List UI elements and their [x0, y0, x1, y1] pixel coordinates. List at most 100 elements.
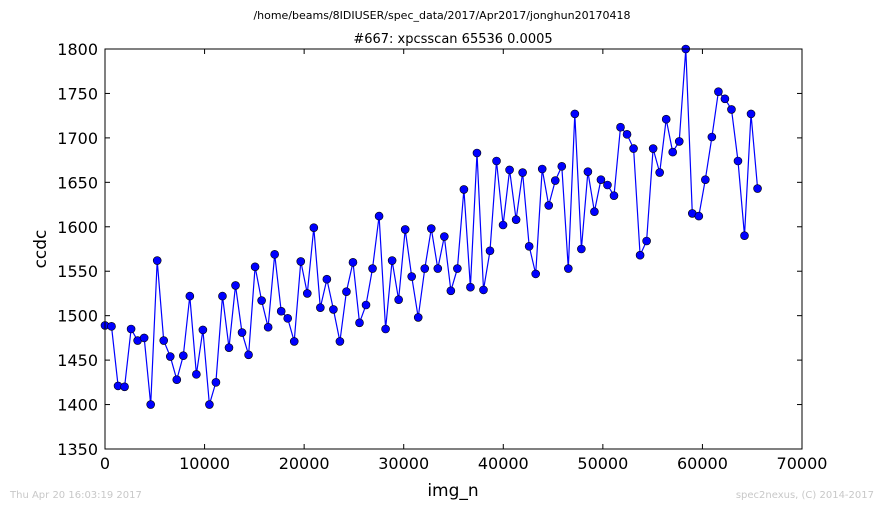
data-point	[740, 231, 749, 240]
y-tick-label: 1750	[57, 84, 98, 103]
data-point	[668, 147, 678, 157]
data-point	[211, 378, 221, 387]
data-point	[485, 246, 495, 256]
data-point	[544, 201, 554, 210]
data-point	[394, 295, 403, 304]
data-point	[557, 162, 567, 171]
data-point	[616, 122, 625, 132]
data-point	[440, 232, 449, 241]
data-point	[413, 313, 423, 322]
x-axis-label: img_n	[427, 481, 478, 501]
data-point	[361, 300, 371, 310]
data-point	[263, 322, 273, 332]
data-point	[407, 272, 416, 281]
axes-ticks: 0 10000 20000 30000 40000 50000 60000 70000 1350…	[57, 40, 827, 473]
data-point	[205, 400, 214, 409]
y-tick-label: 1650	[57, 173, 98, 192]
x-tick-label: 70000	[777, 454, 828, 473]
x-tick-label: 30000	[378, 454, 429, 473]
data-point	[537, 164, 547, 174]
y-tick-label: 1700	[57, 129, 98, 148]
y-tick-label: 1400	[57, 396, 98, 415]
y-tick-label: 1350	[57, 440, 98, 459]
data-point	[120, 382, 129, 392]
data-point	[152, 256, 162, 265]
data-point	[224, 343, 234, 352]
footer-timestamp: Thu Apr 20 16:03:19 2017	[9, 490, 142, 501]
data-point	[146, 400, 155, 409]
plot-frame	[104, 48, 803, 450]
x-tick-label: 20000	[279, 454, 330, 473]
data-point	[583, 167, 593, 176]
data-point	[218, 291, 227, 301]
data-point	[302, 289, 312, 298]
data-point	[733, 156, 743, 166]
data-point	[453, 264, 462, 273]
data-point	[426, 224, 436, 233]
data-point	[753, 184, 762, 193]
data-point	[564, 264, 573, 273]
data-point	[746, 109, 756, 119]
data-point	[466, 282, 475, 292]
y-tick-label: 1800	[57, 40, 98, 59]
data-point	[492, 156, 501, 166]
data-point	[231, 281, 240, 290]
data-point	[250, 262, 260, 272]
data-point	[342, 287, 351, 296]
data-point	[648, 144, 658, 153]
y-tick-label: 1550	[57, 262, 98, 281]
data-point	[570, 109, 580, 119]
data-point	[707, 132, 717, 142]
figure-suptitle: /home/beams/8IDIUSER/spec_data/2017/Apr2…	[253, 9, 630, 22]
data-point	[387, 256, 397, 265]
x-tick-label: 0	[100, 454, 110, 473]
data-point	[674, 137, 684, 146]
data-point	[179, 351, 188, 360]
data-point	[498, 220, 508, 230]
data-point	[635, 250, 645, 260]
data-point	[381, 324, 390, 334]
data-point	[531, 269, 540, 279]
data-point	[714, 87, 723, 96]
data-point	[283, 314, 293, 323]
data-point	[433, 264, 443, 273]
data-point	[446, 286, 456, 296]
data-point	[107, 322, 116, 331]
data-point	[459, 185, 469, 194]
data-point	[159, 336, 169, 345]
data-point	[165, 352, 175, 361]
data-point	[335, 337, 345, 346]
x-tick-label: 50000	[577, 454, 628, 473]
data-point	[524, 242, 534, 251]
x-tick-label: 10000	[179, 454, 230, 473]
data-point	[316, 303, 325, 312]
data-point	[518, 168, 527, 177]
data-point	[550, 176, 560, 185]
data-point	[374, 211, 384, 221]
data-point	[198, 325, 208, 335]
data-point	[329, 305, 338, 314]
data-point	[694, 211, 704, 221]
data-point	[237, 328, 247, 337]
data-point	[368, 264, 377, 273]
y-tick-label: 1450	[57, 351, 98, 370]
data-point	[603, 180, 612, 190]
data-point	[400, 225, 410, 234]
data-point	[322, 274, 332, 284]
data-point	[479, 285, 488, 295]
data-point	[257, 296, 266, 305]
x-tick-label: 40000	[478, 454, 529, 473]
data-point	[609, 191, 619, 200]
data-point	[276, 306, 286, 316]
y-tick-label: 1500	[57, 307, 98, 326]
data-point	[596, 175, 606, 184]
data-point	[270, 250, 279, 259]
data-point	[309, 223, 319, 232]
chart-title: #667: xpcsscan 65536 0.0005	[353, 32, 552, 47]
data-point	[622, 130, 632, 139]
data-point	[629, 144, 638, 153]
data-point	[348, 258, 358, 267]
data-point	[192, 370, 201, 379]
data-point	[296, 257, 306, 266]
